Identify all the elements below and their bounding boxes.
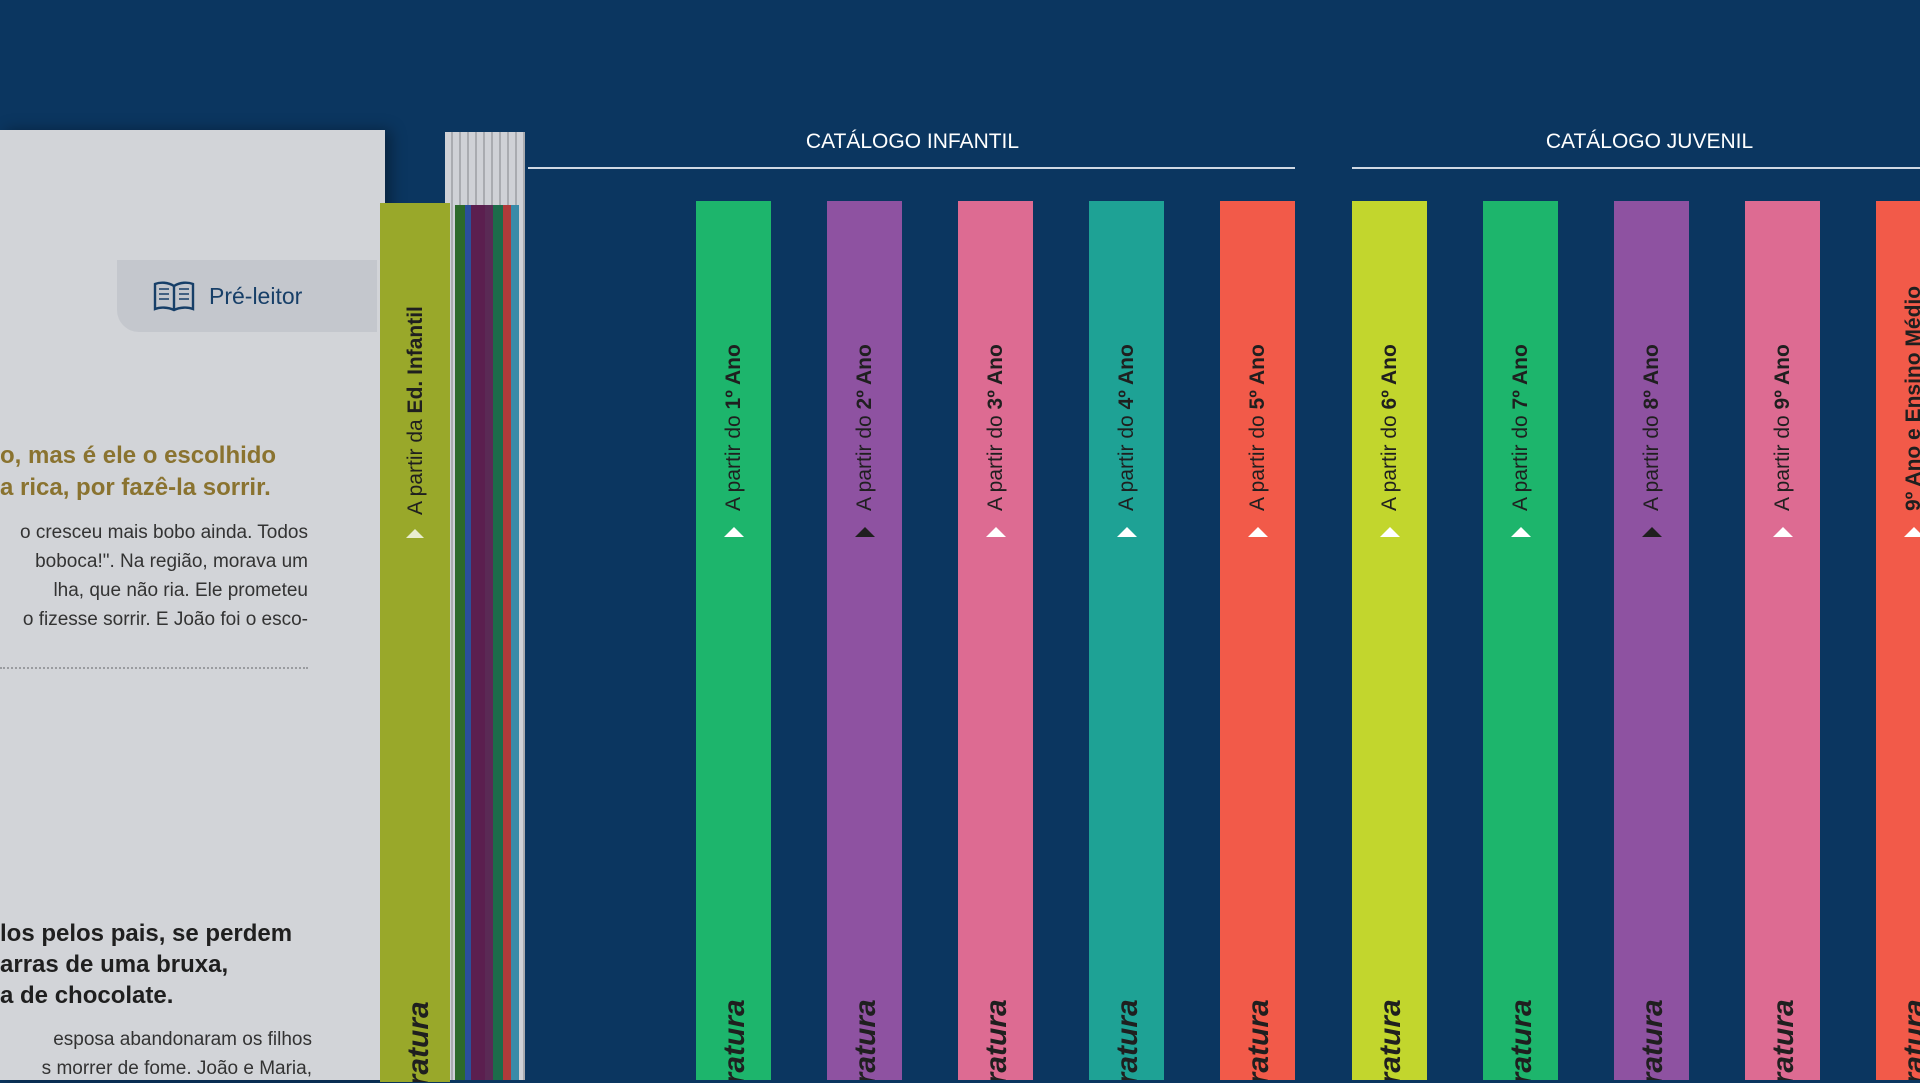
spine-brand: eratura <box>1374 999 1408 1080</box>
spine-brand: eratura <box>1242 999 1276 1080</box>
book-spine-5[interactable]: A partir do 5º Ano eratura <box>1220 201 1295 1080</box>
spine-grade: 9º Ano e Ensino Médio <box>1902 286 1920 511</box>
spine-label: A partir do 1º Ano <box>722 344 746 511</box>
spine-label: A partir do 5º Ano <box>1246 344 1270 511</box>
spine-brand: eratura <box>1505 999 1539 1080</box>
book-spine-3[interactable]: A partir do 3º Ano eratura <box>958 201 1033 1080</box>
chevron-up-icon <box>986 527 1006 537</box>
book-spine-ed-infantil: A partir da Ed. Infantil eratura <box>380 203 450 1082</box>
story-body-2: esposa abandonaram os filhos s morrer de… <box>0 1025 312 1083</box>
spine-label: A partir do 9º Ano <box>1771 344 1795 511</box>
colored-page-edges <box>455 205 519 1080</box>
catalog-infantil-rule <box>528 167 1295 169</box>
spine-brand: eratura <box>1636 999 1670 1080</box>
dotted-divider <box>0 667 308 669</box>
spine-brand: eratura <box>718 999 752 1080</box>
book-spine-4[interactable]: A partir do 4º Ano eratura <box>1089 201 1164 1080</box>
chevron-up-icon <box>1248 527 1268 537</box>
book-spine-8[interactable]: A partir do 8º Ano eratura <box>1614 201 1689 1080</box>
spine-grade: 4º Ano <box>1115 344 1138 409</box>
book-spine-9[interactable]: A partir do 9º Ano eratura <box>1745 201 1820 1080</box>
spine-prefix: A partir do <box>1509 409 1532 511</box>
book-spine-1[interactable]: A partir do 1º Ano eratura <box>696 201 771 1080</box>
spine-label: A partir da Ed. Infantil <box>404 306 428 515</box>
story-headline: o, mas é ele o escolhido a rica, por faz… <box>0 440 276 504</box>
chevron-up-icon <box>1904 527 1920 537</box>
spine-brand: eratura <box>402 1001 436 1082</box>
spine-prefix: A partir da <box>404 413 427 515</box>
spine-prefix: A partir do <box>984 409 1007 511</box>
catalog-juvenil-title: CATÁLOGO JUVENIL <box>1352 130 1920 154</box>
spine-grade: 5º Ano <box>1246 344 1269 409</box>
spine-grade: 9º Ano <box>1771 344 1794 409</box>
spine-grade: 2º Ano <box>853 344 876 409</box>
spine-grade: Ed. Infantil <box>404 306 427 413</box>
spine-brand: eratura <box>849 999 883 1080</box>
spine-label: A partir do 6º Ano <box>1378 344 1402 511</box>
spine-grade: 3º Ano <box>984 344 1007 409</box>
spine-brand: eratura <box>980 999 1014 1080</box>
spine-brand: eratura <box>1898 999 1920 1080</box>
spine-grade: 7º Ano <box>1509 344 1532 409</box>
spine-prefix: A partir do <box>1378 409 1401 511</box>
spine-prefix: A partir do <box>1640 409 1663 511</box>
spine-prefix: A partir do <box>722 409 745 511</box>
chevron-up-icon <box>855 527 875 537</box>
tab-label: Pré-leitor <box>209 283 302 310</box>
spine-brand: eratura <box>1111 999 1145 1080</box>
book-spine-10[interactable]: 9º Ano e Ensino Médio eratura <box>1876 201 1920 1080</box>
spine-prefix: A partir do <box>1246 409 1269 511</box>
chevron-up-icon <box>1380 527 1400 537</box>
spine-label: 9º Ano e Ensino Médio <box>1902 286 1920 511</box>
chevron-up-icon <box>1117 527 1137 537</box>
story-body: o cresceu mais bobo ainda. Todos boboca!… <box>0 518 308 634</box>
book-spine-7[interactable]: A partir do 7º Ano eratura <box>1483 201 1558 1080</box>
spine-prefix: A partir do <box>1115 409 1138 511</box>
spine-label: A partir do 3º Ano <box>984 344 1008 511</box>
spine-label: A partir do 4º Ano <box>1115 344 1139 511</box>
chevron-up-icon <box>1511 527 1531 537</box>
book-spine-6[interactable]: A partir do 6º Ano eratura <box>1352 201 1427 1080</box>
spine-label: A partir do 8º Ano <box>1640 344 1664 511</box>
chevron-up-icon <box>724 527 744 537</box>
spine-grade: 8º Ano <box>1640 344 1663 409</box>
spine-grade: 6º Ano <box>1378 344 1401 409</box>
catalog-juvenil-rule <box>1352 167 1920 169</box>
spine-prefix: A partir do <box>1771 409 1794 511</box>
chevron-up-icon <box>1642 527 1662 537</box>
book-spine-2[interactable]: A partir do 2º Ano eratura <box>827 201 902 1080</box>
reading-level-tab: Pré-leitor <box>117 260 377 332</box>
catalog-infantil-title: CATÁLOGO INFANTIL <box>530 130 1295 154</box>
spine-label: A partir do 7º Ano <box>1509 344 1533 511</box>
spine-brand: eratura <box>1767 999 1801 1080</box>
spine-label: A partir do 2º Ano <box>853 344 877 511</box>
chevron-up-icon <box>1773 527 1793 537</box>
open-book-icon <box>153 280 195 312</box>
chevron-up-icon <box>406 529 424 538</box>
story-headline-2: los pelos pais, se perdem arras de uma b… <box>0 918 292 1011</box>
spine-grade: 1º Ano <box>722 344 745 409</box>
spine-prefix: A partir do <box>853 409 876 511</box>
